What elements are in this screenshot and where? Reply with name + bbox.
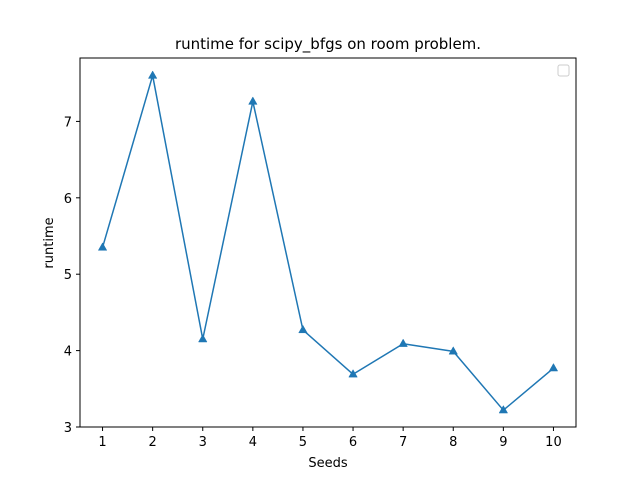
x-tick-label: 7	[399, 435, 407, 450]
chart-title: runtime for scipy_bfgs on room problem.	[175, 35, 481, 54]
x-tick-label: 3	[199, 435, 207, 450]
y-axis-label: runtime	[42, 217, 57, 268]
y-tick-label: 6	[64, 192, 72, 207]
x-axis-label: Seeds	[308, 456, 348, 471]
y-tick-label: 4	[64, 345, 72, 360]
axes-frame	[79, 57, 577, 428]
x-tick-label: 9	[499, 435, 507, 450]
series-line	[101, 74, 554, 411]
x-tick-label: 1	[98, 435, 106, 450]
x-tick-label: 10	[545, 435, 562, 450]
x-tick-label: 4	[249, 435, 257, 450]
x-tick-label: 2	[149, 435, 157, 450]
data-point-marker	[298, 324, 308, 334]
x-tick-label: 5	[299, 435, 307, 450]
y-tick-label: 3	[64, 421, 72, 436]
data-point-marker	[248, 96, 258, 105]
y-tick-label: 5	[64, 268, 72, 283]
data-point-marker	[548, 363, 559, 372]
legend-box	[557, 64, 570, 77]
x-tick-label: 8	[449, 435, 457, 450]
data-point-marker	[448, 346, 458, 355]
axis-ticks: 1 2 3 4 5 6 7 8 9 10 3 4 5 6 7	[64, 115, 562, 450]
data-point-marker	[498, 405, 509, 414]
data-point-marker	[398, 338, 408, 347]
data-point-marker	[348, 369, 358, 378]
data-point-marker	[198, 334, 208, 343]
data-point-marker	[97, 242, 108, 251]
x-tick-label: 6	[349, 435, 357, 450]
plot-area	[97, 70, 559, 414]
y-tick-label: 7	[64, 115, 72, 130]
data-point-marker	[147, 70, 158, 79]
